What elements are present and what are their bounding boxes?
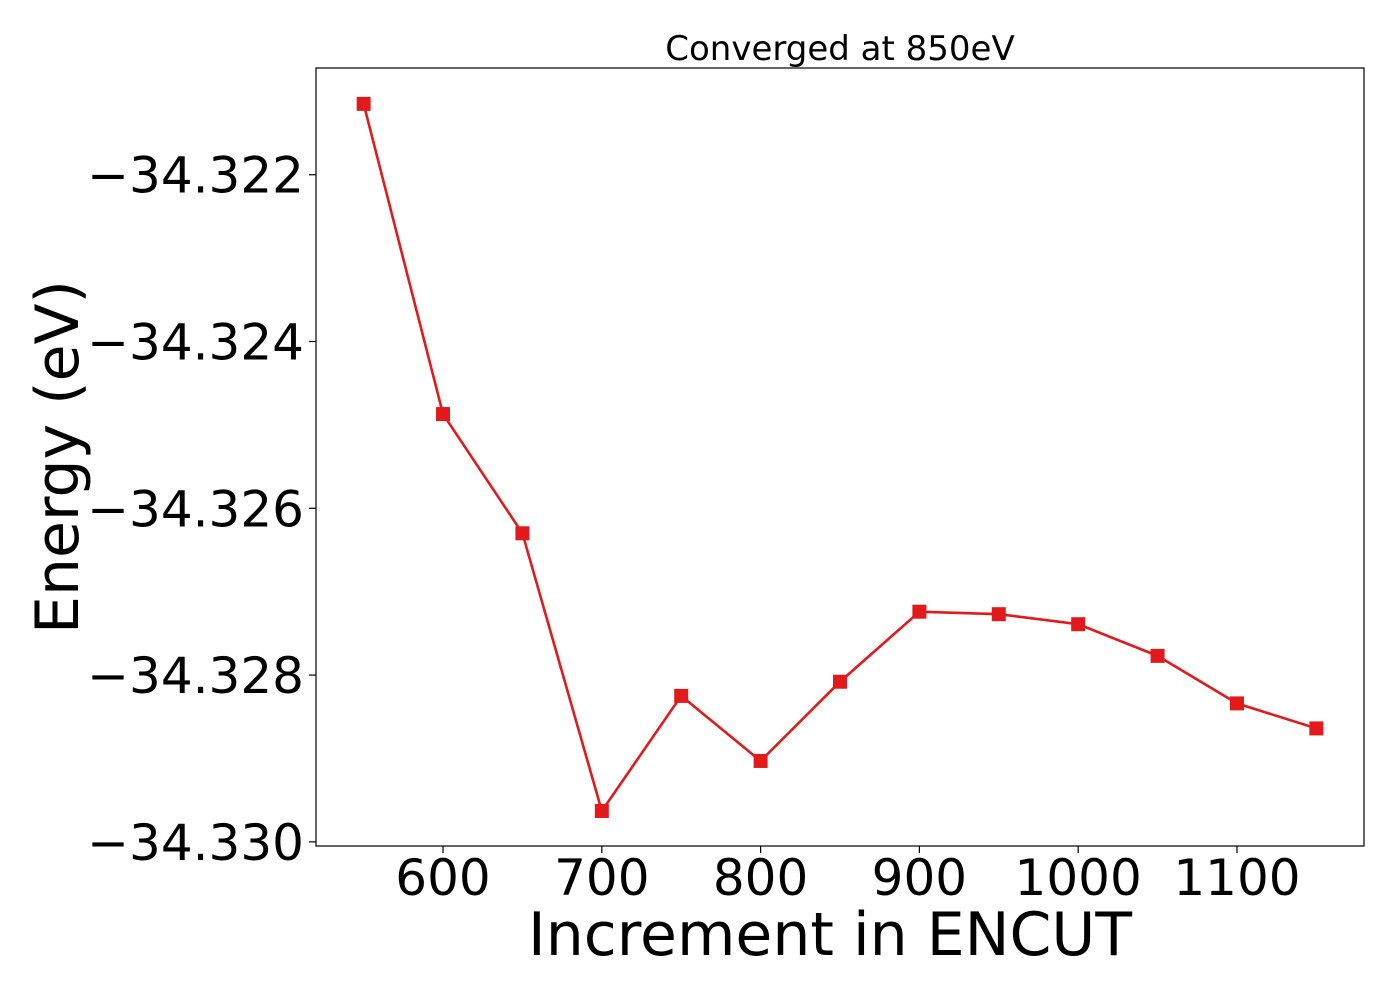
data-point-marker [356, 96, 371, 111]
x-tick-label: 800 [713, 849, 808, 907]
data-point-marker [1229, 696, 1244, 711]
x-tick-label: 1100 [1173, 849, 1300, 907]
data-point-marker [833, 674, 847, 689]
series-layer [356, 96, 1324, 818]
data-point-marker [1309, 721, 1324, 736]
data-point-marker [436, 407, 451, 422]
series-line [362, 103, 1317, 813]
data-point-marker [1150, 648, 1165, 663]
x-axis-label: Increment in ENCUT [528, 900, 1132, 970]
y-tick-label: −34.326 [87, 480, 304, 538]
y-axis-label: Energy (eV) [23, 280, 93, 634]
data-point-marker [594, 803, 609, 818]
chart-title: Converged at 850eV [665, 29, 1014, 69]
x-tick-label: 600 [395, 849, 490, 907]
y-tick-label: −34.324 [87, 314, 304, 372]
y-axis-ticks: −34.330 −34.328 −34.326 −34.324 −34.322 [87, 147, 316, 872]
data-point-marker [753, 753, 768, 768]
y-tick-label: −34.328 [87, 647, 304, 705]
data-point-marker [1071, 617, 1086, 632]
x-tick-label: 700 [554, 849, 649, 907]
data-point-marker [515, 526, 530, 541]
y-tick-label: −34.330 [87, 814, 304, 872]
data-point-marker [991, 607, 1006, 622]
data-point-marker [674, 688, 689, 703]
x-axis-ticks: 600 700 800 900 1000 1100 [395, 846, 1301, 907]
x-tick-label: 1000 [1015, 849, 1142, 907]
x-tick-label: 900 [872, 849, 967, 907]
y-tick-label: −34.322 [87, 147, 304, 205]
plot-area-frame [315, 67, 1365, 847]
data-point-marker [912, 604, 927, 619]
